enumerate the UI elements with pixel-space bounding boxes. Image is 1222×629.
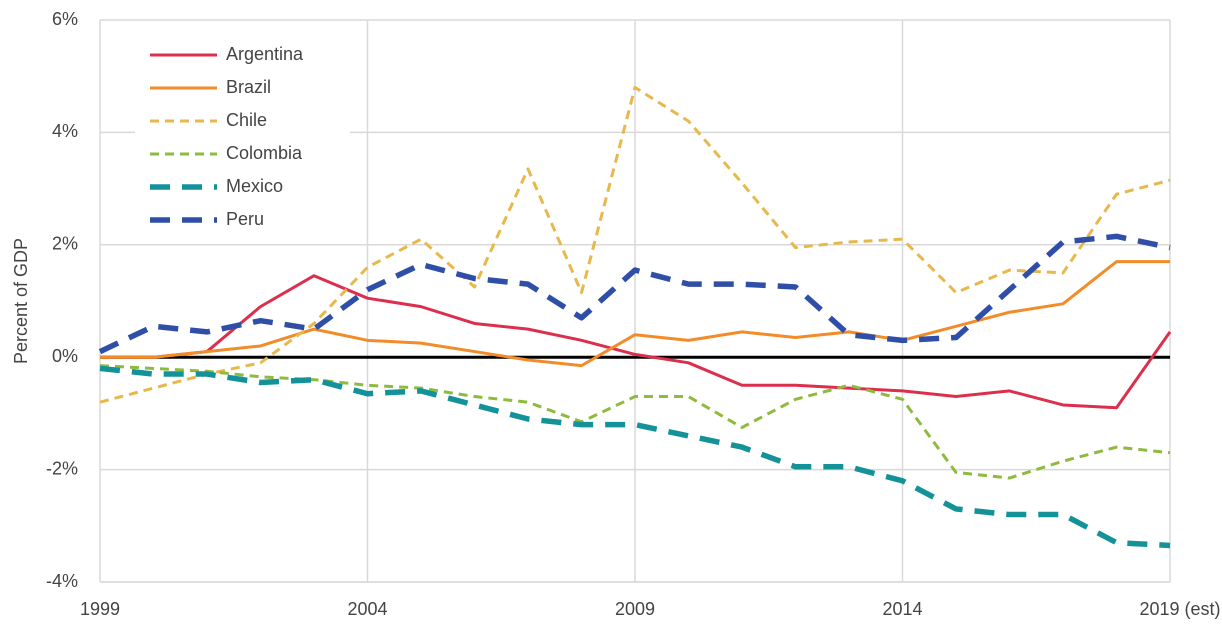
- series-line: [98, 233, 1171, 355]
- legend-label: Brazil: [226, 77, 271, 97]
- x-tick-label: 1999: [80, 599, 120, 619]
- y-tick-label: 2%: [52, 234, 78, 254]
- x-tick-label: 2009: [615, 599, 655, 619]
- legend-label: Colombia: [226, 143, 303, 163]
- legend-box: [135, 36, 350, 238]
- legend-label: Chile: [226, 110, 267, 130]
- series-line: [100, 260, 1170, 368]
- series-line: [99, 365, 1171, 549]
- x-tick-label: 2014: [882, 599, 922, 619]
- series-line: [99, 364, 1171, 480]
- legend-label: Peru: [226, 209, 264, 229]
- series-line: [99, 85, 1171, 404]
- y-tick-label: -4%: [46, 571, 78, 591]
- x-tick-label: 2019 (est): [1139, 599, 1220, 619]
- y-tick-label: -2%: [46, 458, 78, 478]
- y-tick-label: 6%: [52, 9, 78, 29]
- legend-label: Argentina: [226, 44, 304, 64]
- y-axis-label: Percent of GDP: [11, 238, 31, 364]
- series-line: [100, 274, 1172, 410]
- y-tick-label: 4%: [52, 121, 78, 141]
- legend-label: Mexico: [226, 176, 283, 196]
- y-tick-label: 0%: [52, 346, 78, 366]
- x-tick-label: 2004: [347, 599, 387, 619]
